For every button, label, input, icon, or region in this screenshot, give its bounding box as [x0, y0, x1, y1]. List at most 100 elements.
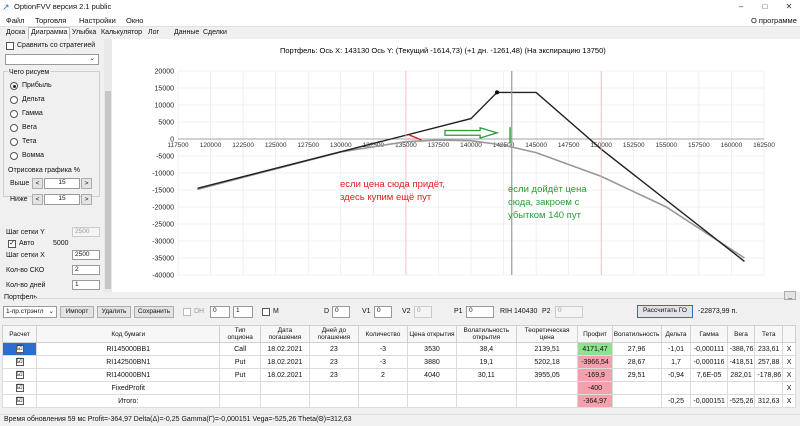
- minimize-icon[interactable]: –: [738, 2, 744, 11]
- radio-profit[interactable]: [10, 82, 18, 90]
- table-row[interactable]: ☑ RI140000BN1 Put 18.02.2021 23 2 4040 3…: [1, 368, 796, 382]
- cell-profit: 4171,47: [577, 342, 613, 356]
- maximize-icon[interactable]: □: [762, 2, 768, 11]
- below-increment-button[interactable]: >: [81, 194, 92, 205]
- remove-row-button[interactable]: X: [782, 368, 796, 382]
- table-row[interactable]: ☑ RI145000BB1 Call 18.02.2021 23 -3 3530…: [1, 342, 796, 356]
- close-icon[interactable]: ✕: [785, 2, 793, 11]
- radio-delta[interactable]: [10, 96, 18, 104]
- table-row[interactable]: ☑ RI142500BN1 Put 18.02.2021 23 -3 3880 …: [1, 355, 796, 369]
- col-header-days[interactable]: Дней до погашения: [308, 325, 359, 343]
- row-check[interactable]: ☑: [15, 345, 24, 353]
- row-check[interactable]: ☑: [15, 358, 24, 366]
- scrollbar-thumb[interactable]: [105, 91, 111, 289]
- cell-price[interactable]: 3530: [406, 342, 457, 356]
- col-header-vol[interactable]: Волатильность: [611, 325, 662, 343]
- table-row[interactable]: ☑ FixedProfit -400 X: [1, 381, 796, 395]
- cell-gamma: -0,000111: [690, 342, 728, 356]
- left-panel-scrollbar[interactable]: [104, 39, 112, 292]
- row-check[interactable]: ☑: [15, 371, 24, 379]
- sko-input[interactable]: 2: [72, 265, 100, 275]
- radio-theta[interactable]: [10, 138, 18, 146]
- col-header-theo[interactable]: Теоретическая цена: [515, 325, 579, 343]
- radio-gamma[interactable]: [10, 110, 18, 118]
- menu-settings[interactable]: Настройки: [79, 16, 116, 25]
- remove-row-button[interactable]: X: [782, 394, 796, 408]
- col-header-code[interactable]: Код бумаги: [36, 325, 221, 343]
- col-header-gamma[interactable]: Гамма: [690, 325, 728, 343]
- cell-vega: -525,26: [726, 394, 756, 408]
- above-value-input[interactable]: 15: [44, 178, 80, 189]
- grid-y-input[interactable]: 2500: [72, 227, 100, 237]
- profit-chart[interactable]: Портфель: Ось X: 143130 Ось Y: (Текущий …: [112, 39, 800, 292]
- tab-board[interactable]: Доска: [6, 29, 26, 36]
- tab-data[interactable]: Данные: [174, 29, 200, 36]
- calculate-margin-button[interactable]: Рассчитать ГО: [637, 305, 693, 318]
- strategy-compare-select[interactable]: ⌄: [5, 54, 99, 65]
- remove-row-button[interactable]: X: [782, 355, 796, 369]
- menu-file[interactable]: Файл: [6, 16, 25, 25]
- d-input[interactable]: 0: [332, 306, 350, 318]
- strategy-select[interactable]: 1-пр.стрэнгл ⌄: [3, 306, 57, 318]
- tab-smile[interactable]: Улыбка: [72, 29, 97, 36]
- v2-input[interactable]: 0: [414, 306, 432, 318]
- tab-deals[interactable]: Сделки: [203, 29, 227, 36]
- col-header-vol-open[interactable]: Волатильность открытия: [455, 325, 517, 343]
- cell-date: [259, 381, 310, 395]
- col-header-vega[interactable]: Вега: [726, 325, 756, 343]
- row-calc-checkbox[interactable]: ☑: [1, 381, 38, 395]
- col-header-type[interactable]: Тип опциона: [219, 325, 261, 343]
- profit-chart-area[interactable]: Портфель: Ось X: 143130 Ось Y: (Текущий …: [112, 39, 800, 292]
- v1-input[interactable]: 0: [374, 306, 392, 318]
- grid-x-input[interactable]: 2500: [72, 250, 100, 260]
- compare-checkbox[interactable]: [6, 42, 14, 50]
- col-header-delta[interactable]: Дельта: [660, 325, 692, 343]
- cell-qty[interactable]: -3: [357, 355, 408, 369]
- import-button[interactable]: Импорт: [60, 306, 94, 318]
- dh-value2-input[interactable]: 1: [233, 306, 253, 318]
- row-calc-checkbox[interactable]: ☑: [1, 394, 38, 408]
- cell-price[interactable]: 3880: [406, 355, 457, 369]
- tab-log[interactable]: Лог: [148, 29, 160, 36]
- menu-about[interactable]: О программе: [751, 16, 797, 25]
- cell-days: 23: [308, 368, 359, 382]
- portfolio-collapse-icon[interactable]: _: [784, 291, 796, 300]
- above-decrement-button[interactable]: <: [32, 178, 43, 189]
- cell-qty[interactable]: -3: [357, 342, 408, 356]
- row-calc-checkbox[interactable]: ☑: [1, 368, 38, 382]
- delete-button[interactable]: Удалить: [97, 306, 131, 318]
- radio-vega[interactable]: [10, 124, 18, 132]
- col-header-profit[interactable]: Профит: [577, 325, 613, 343]
- below-value-input[interactable]: 15: [44, 194, 80, 205]
- tab-calculator[interactable]: Калькулятор: [101, 29, 142, 36]
- col-header-date[interactable]: Дата погашения: [259, 325, 310, 343]
- col-header-qty[interactable]: Количество: [357, 325, 408, 343]
- save-button[interactable]: Сохранить: [134, 306, 174, 318]
- cell-qty[interactable]: 2: [357, 368, 408, 382]
- menu-window[interactable]: Окно: [126, 16, 144, 25]
- remove-row-button[interactable]: X: [782, 381, 796, 395]
- p1-input[interactable]: 0: [466, 306, 494, 318]
- p2-input[interactable]: 0: [555, 306, 583, 318]
- auto-checkbox[interactable]: ✓: [8, 240, 16, 248]
- above-increment-button[interactable]: >: [81, 178, 92, 189]
- cell-price[interactable]: 4040: [406, 368, 457, 382]
- remove-row-button[interactable]: X: [782, 342, 796, 356]
- tab-diagram[interactable]: Диаграмма: [28, 27, 71, 39]
- y-tick-label: 0: [170, 137, 174, 144]
- row-calc-checkbox[interactable]: ☑: [1, 342, 38, 356]
- radio-vomma[interactable]: [10, 152, 18, 160]
- m-checkbox[interactable]: [262, 308, 270, 316]
- below-decrement-button[interactable]: <: [32, 194, 43, 205]
- col-header-price[interactable]: Цена открытия: [406, 325, 457, 343]
- dh-checkbox[interactable]: [183, 308, 191, 316]
- row-calc-checkbox[interactable]: ☑: [1, 355, 38, 369]
- row-check[interactable]: ☑: [15, 397, 24, 405]
- menu-trading[interactable]: Торговля: [35, 16, 67, 25]
- cell-vega: [726, 381, 756, 395]
- col-header-calc[interactable]: Расчет: [1, 325, 38, 343]
- row-check[interactable]: ☑: [15, 384, 24, 392]
- days-input[interactable]: 1: [72, 280, 100, 290]
- col-header-theta[interactable]: Тета: [754, 325, 784, 343]
- dh-value1-input[interactable]: 0: [210, 306, 230, 318]
